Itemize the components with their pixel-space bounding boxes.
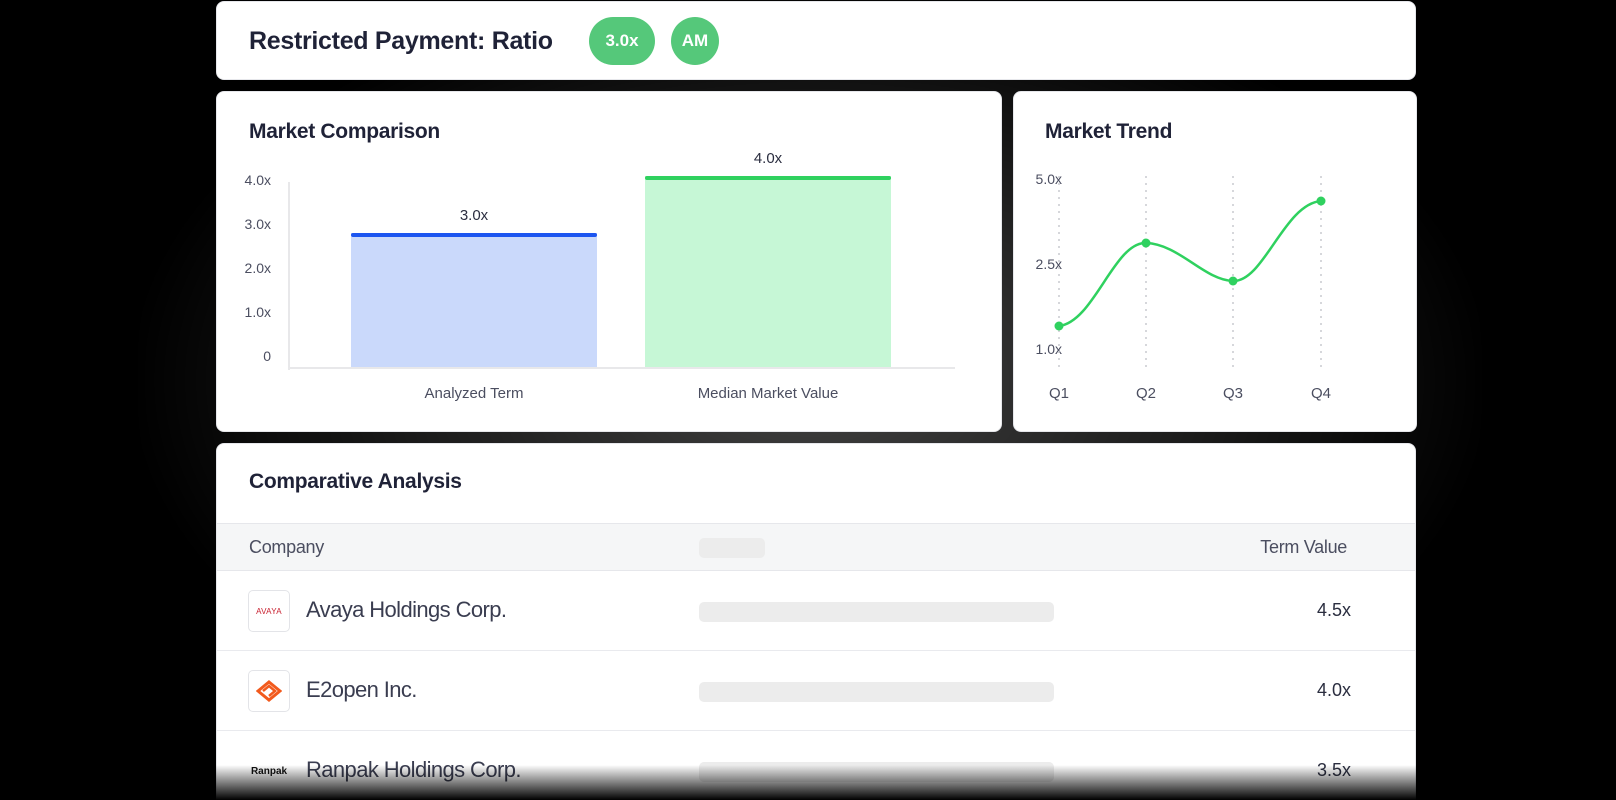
y-tick: 1.0x — [244, 304, 271, 320]
x-tick: Q2 — [1135, 385, 1156, 402]
header-card: Restricted Payment: Ratio 3.0x AM — [216, 1, 1416, 80]
bar-median-market-value[interactable]: 4.0x — [645, 150, 891, 367]
data-point-q4[interactable] — [1316, 196, 1326, 206]
e2open-logo — [248, 670, 290, 712]
avaya-logo: AVAYA — [248, 590, 290, 632]
table-row[interactable]: AVAYA Avaya Holdings Corp. 4.5x — [217, 571, 1415, 651]
market-trend-title: Market Trend — [1045, 120, 1173, 143]
ratio-badge: 3.0x — [589, 17, 655, 65]
comparative-analysis-card: Comparative Analysis Company Term Value … — [216, 443, 1416, 800]
y-tick: 0 — [263, 348, 271, 364]
y-tick: 5.0x — [1035, 171, 1062, 187]
y-tick: 2.0x — [244, 260, 271, 276]
term-value: 4.5x — [1316, 600, 1351, 620]
y-tick: 2.5x — [1035, 256, 1062, 272]
column-header-company[interactable]: Company — [249, 537, 324, 557]
bar-top-line — [645, 176, 891, 180]
x-tick: Q3 — [1222, 385, 1243, 402]
bottom-fade — [216, 765, 1416, 800]
company-name: E2open Inc. — [306, 677, 417, 702]
y-axis — [288, 182, 290, 370]
bar-analyzed-term[interactable]: 3.0x — [351, 207, 597, 367]
x-tick: Q4 — [1310, 385, 1331, 402]
bar-value-label: 3.0x — [459, 207, 489, 224]
bar-top-line — [351, 233, 597, 237]
column-header-term-value[interactable]: Term Value — [1260, 537, 1347, 557]
skeleton-bar — [699, 602, 1054, 622]
data-point-q2[interactable] — [1141, 238, 1151, 248]
y-tick: 4.0x — [244, 172, 271, 188]
market-comparison-card: Market Comparison 4.0x 3.0x 2.0x 1.0x 0 … — [216, 91, 1002, 432]
trend-line-chart — [1054, 176, 1326, 372]
x-tick: Q1 — [1048, 385, 1069, 402]
comparative-analysis-title: Comparative Analysis — [249, 470, 462, 493]
company-name: Avaya Holdings Corp. — [306, 597, 507, 622]
market-comparison-title: Market Comparison — [249, 120, 440, 143]
table-header: Company Term Value — [217, 523, 1415, 571]
avatar[interactable]: AM — [671, 17, 719, 65]
skeleton-placeholder — [699, 538, 765, 558]
y-tick: 3.0x — [244, 216, 271, 232]
page-title: Restricted Payment: Ratio — [249, 27, 553, 55]
table-row[interactable]: E2open Inc. 4.0x — [217, 651, 1415, 731]
x-category-label: Analyzed Term — [424, 385, 524, 402]
market-trend-card: Market Trend 5.0x 2.5x 1.0x Q1 Q2 Q3 Q4 — [1013, 91, 1417, 432]
x-category-label: Median Market Value — [697, 385, 839, 402]
data-point-q1[interactable] — [1054, 321, 1064, 331]
skeleton-bar — [699, 682, 1054, 702]
bar-value-label: 4.0x — [753, 150, 783, 167]
data-point-q3[interactable] — [1228, 276, 1238, 286]
term-value: 4.0x — [1316, 680, 1351, 700]
x-axis — [288, 367, 955, 369]
y-tick: 1.0x — [1035, 341, 1062, 357]
